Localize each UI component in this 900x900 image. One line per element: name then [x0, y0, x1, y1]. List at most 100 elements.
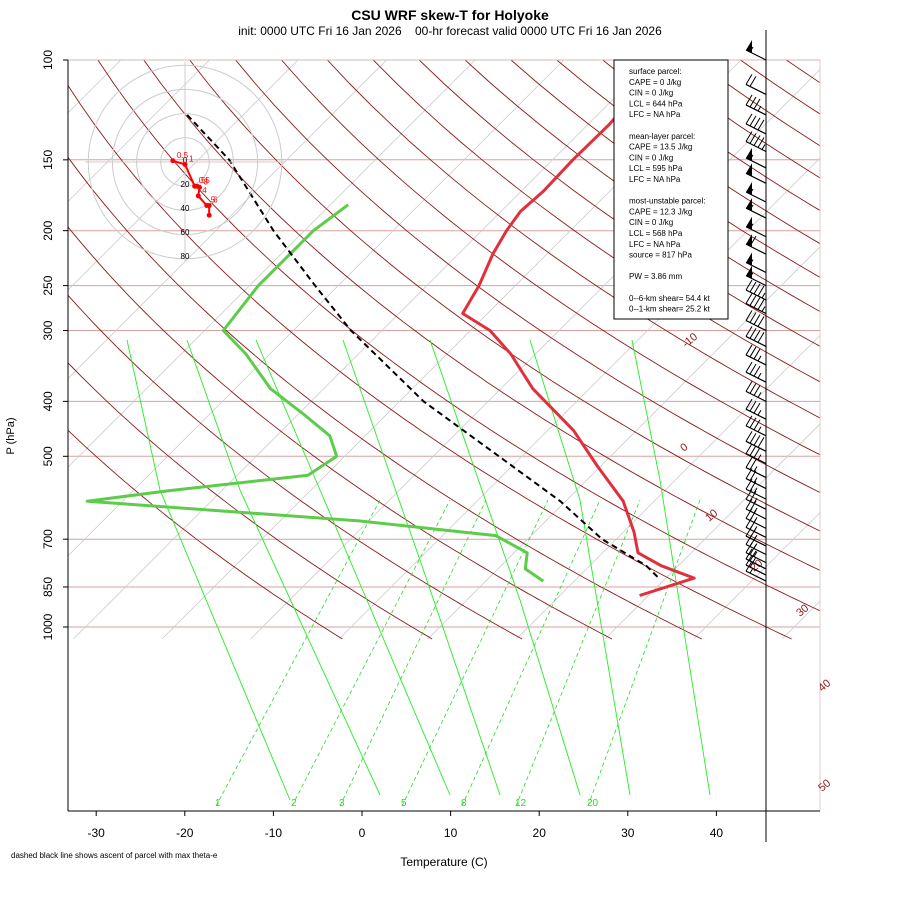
wind-barb-0	[745, 40, 767, 61]
wind-barb-full	[745, 443, 753, 454]
profiles	[85, 78, 696, 597]
mixing-ratio-label-1: 2	[291, 798, 297, 809]
wind-barb-full	[745, 560, 753, 572]
moist-adiabat-3	[342, 339, 421, 561]
wind-barb-full	[745, 478, 753, 490]
wind-barb-full	[749, 281, 757, 293]
hodo-label-2: 0.5	[199, 176, 211, 185]
wind-barb-full	[753, 283, 761, 295]
wind-barb-full	[745, 431, 753, 442]
y-axis-label: P (hPa)	[5, 417, 17, 454]
wind-barb-half	[749, 567, 754, 574]
hodo-ring-label-1: 20	[181, 180, 190, 189]
isotherm--70	[68, 60, 476, 468]
wind-barb-full	[753, 314, 761, 325]
stats-line-7: CAPE = 13.5 J/kg	[629, 143, 692, 152]
wind-barb-23	[745, 443, 767, 465]
isotherm--100	[68, 60, 210, 202]
dry-adiabat-320	[143, 60, 820, 571]
mixing-ratio-line-0	[215, 499, 381, 807]
dry-adiabat-470	[832, 60, 900, 639]
wind-barb-flag	[746, 252, 752, 266]
stats-line-3: LCL = 644 hPa	[629, 99, 683, 108]
dry-adiabat-330	[189, 60, 820, 532]
stats-line-1: CAPE = 0 J/kg	[629, 78, 681, 87]
isotherm--90	[68, 60, 299, 291]
wind-barb-staff	[745, 466, 767, 479]
footnote: dashed black line shows ascent of parcel…	[11, 851, 218, 860]
mixing-ratio-line-2	[339, 499, 487, 807]
y-tick-label-300: 300	[41, 320, 55, 340]
isotherm--30	[250, 69, 820, 640]
dry-adiabat-250	[68, 429, 343, 640]
wind-barb-half	[761, 144, 766, 150]
wind-barb-20	[745, 398, 767, 420]
wind-barb-half	[757, 392, 762, 398]
hodo-ring-label-4: 80	[181, 252, 190, 261]
wind-barb-full	[749, 312, 757, 323]
mixing-ratio-label-6: 20	[587, 798, 599, 809]
mixing-ratio-line-1	[291, 499, 451, 807]
wind-barb-full	[749, 346, 757, 358]
stats-line-4: LFC = NA hPa	[629, 110, 681, 119]
stats-line-12: most-unstable parcel:	[629, 197, 705, 206]
wind-barb-full	[749, 556, 757, 568]
wind-barb-full	[757, 332, 765, 343]
wind-barb-flag	[746, 234, 752, 248]
isotherm-40	[871, 60, 900, 639]
y-tick-label-500: 500	[41, 446, 55, 466]
wind-barb-full	[753, 419, 761, 431]
isotherm-label-50: 50	[816, 777, 833, 794]
wind-barb-14	[745, 293, 767, 315]
wind-barb-full	[745, 94, 753, 106]
hodo-label-7: 6	[213, 196, 218, 205]
wind-barb-full	[745, 489, 753, 500]
hodo-label-5: 4	[202, 186, 207, 195]
wind-barb-flag	[746, 163, 752, 177]
wind-barb-16	[745, 326, 767, 347]
wind-barb-full	[745, 517, 753, 528]
wind-barb-half	[749, 272, 754, 278]
wind-barb-9	[745, 216, 767, 238]
wind-barb-full	[753, 447, 761, 458]
dewpoint-profile	[85, 203, 545, 583]
wind-barb-staff	[745, 498, 767, 510]
isotherm--110	[68, 60, 122, 114]
wind-barb-3	[745, 113, 767, 135]
stats-line-9: LCL = 595 hPa	[629, 164, 683, 173]
stats-box-frame	[613, 59, 729, 320]
wind-barb-full	[745, 361, 753, 373]
dry-adiabat-270	[68, 294, 523, 640]
wind-barb-19	[745, 381, 767, 402]
dry-adiabat-280	[68, 226, 613, 640]
temperature-profile	[461, 78, 696, 597]
stats-line-10: LFC = NA hPa	[629, 175, 681, 184]
isotherm--10	[427, 246, 820, 640]
wind-barb-25	[745, 468, 767, 490]
wind-barb-full	[749, 76, 757, 87]
dry-adiabat-380	[418, 60, 820, 347]
chart-title: CSU WRF skew-T for Holyoke	[351, 7, 549, 23]
wind-barb-staff	[745, 319, 767, 332]
wind-barb-staff	[745, 140, 767, 153]
wind-barb-24	[745, 457, 767, 479]
wind-barb-full	[749, 383, 757, 394]
isotherm-label-40: 40	[816, 677, 833, 694]
wind-barb-staff	[745, 453, 767, 465]
wind-barb-35	[745, 554, 767, 576]
moist-adiabat-0	[126, 339, 161, 491]
wind-barb-12	[745, 265, 767, 287]
hodo-label-1: 1	[189, 154, 194, 163]
wind-barb-flag	[746, 216, 752, 230]
wind-barb-full	[749, 328, 757, 339]
moist-adiabat-10	[419, 559, 501, 796]
isotherm--120	[0, 60, 32, 639]
wind-barb-half	[757, 409, 762, 416]
wind-barb-full	[749, 96, 757, 108]
mixing-ratio-line-4	[461, 499, 601, 807]
wind-barb-full	[753, 135, 761, 146]
wind-barb-full	[757, 119, 765, 131]
stats-line-8: CIN = 0 J/kg	[629, 153, 673, 162]
moist-adiabat-7	[159, 489, 291, 801]
